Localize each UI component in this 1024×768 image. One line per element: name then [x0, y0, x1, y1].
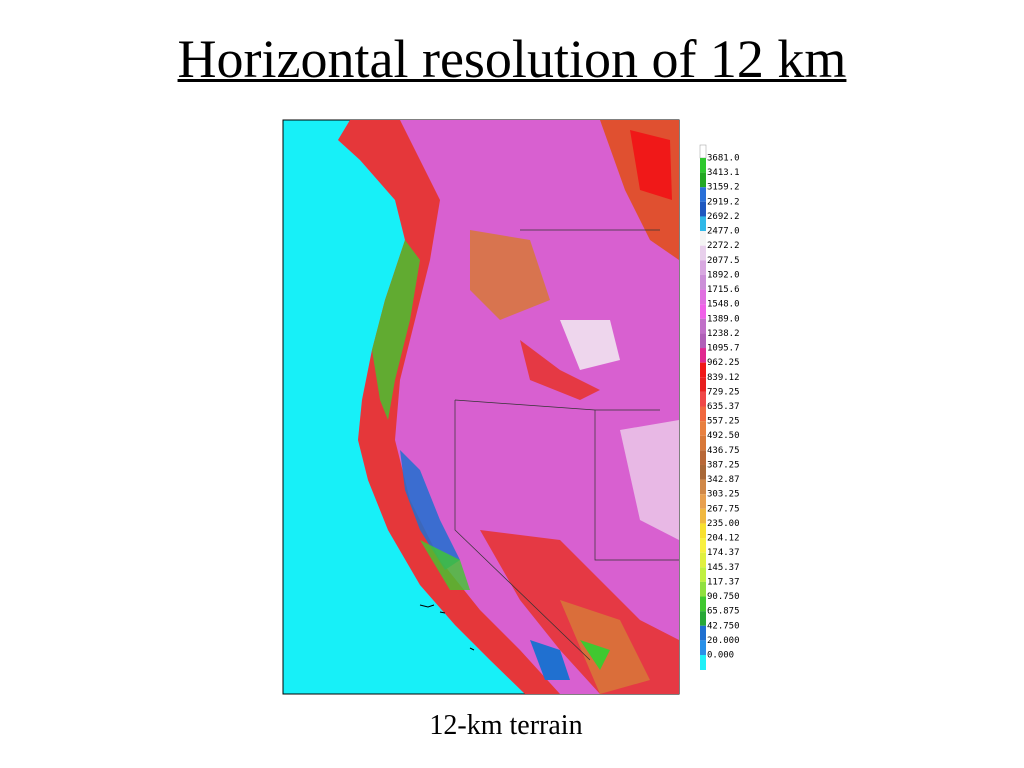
color-legend: 3681.0 3413.1 3159.2 2919.2 2692.2 2477.0 2272…: [699, 144, 740, 670]
legend-label: 2077.5: [707, 256, 740, 266]
legend-label: 42.750: [707, 621, 740, 631]
legend-swatch: [700, 625, 706, 641]
figure-caption: 12-km terrain: [429, 710, 583, 741]
legend-swatch: [700, 596, 706, 612]
legend-label: 387.25: [707, 460, 740, 470]
legend-swatch-top: [699, 144, 707, 159]
legend-swatch: [700, 479, 706, 495]
legend-swatch: [700, 655, 706, 670]
legend-label: 0.000: [707, 651, 734, 661]
legend-swatch: [700, 348, 706, 363]
legend-label: 3413.1: [707, 168, 740, 178]
legend-swatch: [700, 450, 706, 465]
legend-label: 839.12: [707, 373, 740, 383]
legend-label: 436.75: [707, 446, 740, 456]
legend-swatch: [700, 172, 706, 188]
legend-swatch: [700, 421, 706, 436]
legend-swatch: [700, 377, 706, 392]
legend-label: 303.25: [707, 490, 740, 500]
legend-swatch: [700, 611, 706, 626]
legend-label: 20.000: [707, 636, 740, 646]
legend-label: 90.750: [707, 592, 740, 602]
legend-swatch: [700, 538, 706, 553]
legend-swatch: [700, 391, 706, 407]
legend-label: 2692.2: [707, 212, 740, 222]
legend-label: 174.37: [707, 548, 740, 558]
legend-label: 1389.0: [707, 314, 740, 324]
legend-label: 65.875: [707, 607, 740, 617]
slide-title: Horizontal resolution of 12 km: [177, 29, 847, 89]
legend-swatch: [700, 362, 706, 378]
legend-label: 1548.0: [707, 300, 740, 310]
legend-label: 235.00: [707, 519, 740, 529]
legend-swatch: [700, 318, 706, 334]
legend-swatch: [700, 216, 706, 232]
legend-label: 3681.0: [707, 154, 740, 164]
legend-swatch: [700, 333, 706, 349]
legend-swatch: [700, 581, 706, 597]
legend-label: 2919.2: [707, 197, 740, 207]
legend-swatch: [700, 508, 706, 524]
legend-label: 557.25: [707, 417, 740, 427]
legend-label: 2477.0: [707, 227, 740, 237]
legend-label: 3159.2: [707, 183, 740, 193]
legend-label: 1095.7: [707, 344, 740, 354]
legend-swatch: [700, 289, 706, 305]
legend-label: 267.75: [707, 504, 740, 514]
legend-label: 204.12: [707, 534, 740, 544]
legend-label: 1238.2: [707, 329, 740, 339]
legend-swatch: [700, 552, 706, 568]
legend-swatch: [700, 567, 706, 582]
legend-swatch: [700, 260, 706, 275]
legend-swatch: [700, 406, 706, 422]
legend-swatch: [700, 640, 706, 655]
legend-label: 635.37: [707, 402, 740, 412]
legend-swatch: [700, 187, 706, 202]
legend-swatch: [700, 523, 706, 539]
legend-swatch: [700, 231, 706, 246]
legend-label: 2272.2: [707, 241, 740, 251]
legend-swatch: [700, 245, 706, 261]
legend-label: 1715.6: [707, 285, 740, 295]
legend-swatch: [700, 464, 706, 480]
legend-swatch: [700, 158, 706, 173]
legend-swatch: [700, 304, 706, 319]
legend-swatch: [700, 274, 706, 290]
legend-swatch: [700, 201, 706, 217]
legend-label: 145.37: [707, 563, 740, 573]
legend-label: 962.25: [707, 358, 740, 368]
legend-swatch: [700, 435, 706, 451]
legend-label: 1892.0: [707, 270, 740, 280]
legend-label: 117.37: [707, 577, 740, 587]
legend-swatch: [700, 494, 706, 509]
legend-label: 729.25: [707, 387, 740, 397]
legend-label: 492.50: [707, 431, 740, 441]
legend-label: 342.87: [707, 475, 740, 485]
terrain-map: [282, 119, 680, 695]
